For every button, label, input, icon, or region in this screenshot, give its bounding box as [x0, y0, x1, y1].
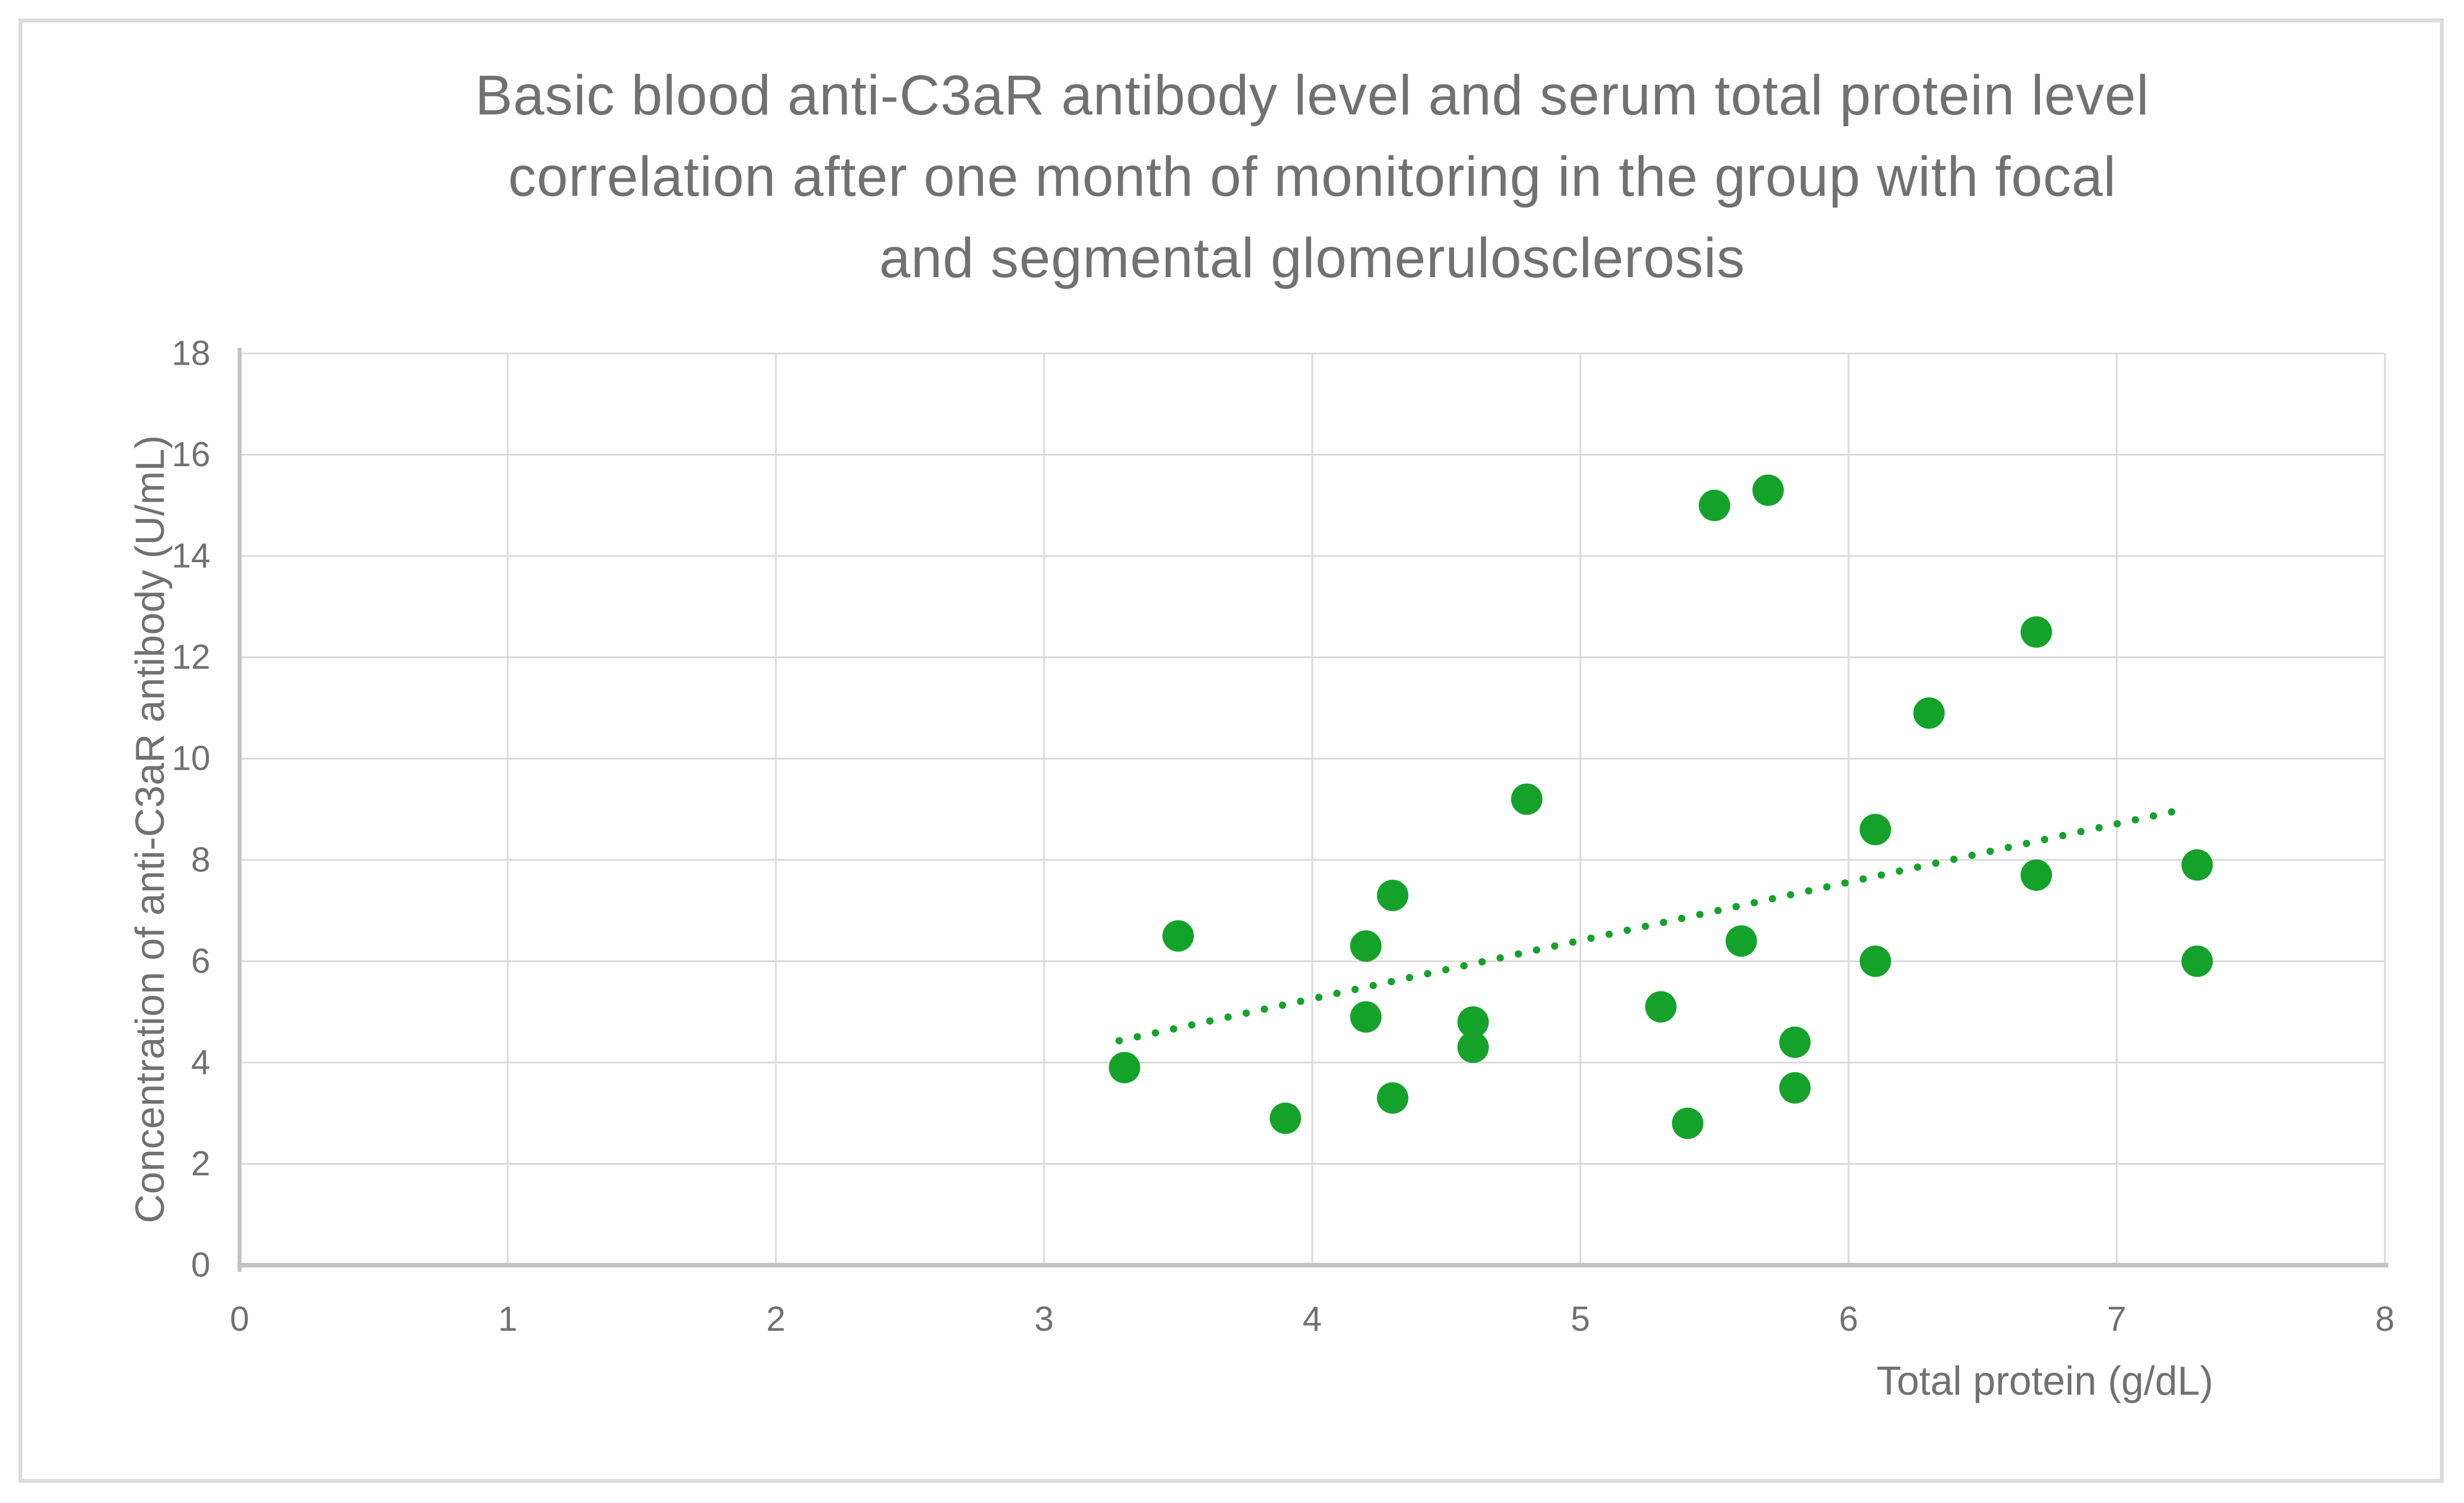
y-tick-label: 2	[191, 1145, 210, 1183]
x-tick-label: 8	[2375, 1300, 2394, 1339]
data-point	[1859, 813, 1891, 845]
chart-title: Basic blood anti-C3aR antibody level and…	[240, 55, 2385, 299]
data-point	[1645, 991, 1677, 1023]
chart-title-line-2: correlation after one month of monitorin…	[508, 145, 2117, 208]
x-axis-title: Total protein (g/dL)	[1876, 1359, 2214, 1404]
data-point	[1859, 945, 1891, 977]
data-point	[2181, 945, 2213, 977]
data-point	[1779, 1026, 1811, 1058]
data-point	[1779, 1072, 1811, 1104]
x-tick-label: 3	[1035, 1300, 1054, 1339]
x-tick-label: 0	[230, 1300, 249, 1339]
data-point	[1699, 489, 1730, 521]
chart-title-line-1: Basic blood anti-C3aR antibody level and…	[475, 64, 2150, 127]
data-point	[1377, 1082, 1409, 1114]
data-point	[1511, 783, 1543, 815]
data-point	[1109, 1051, 1141, 1083]
x-tick-label: 7	[2107, 1300, 2126, 1339]
y-tick-label: 18	[172, 334, 210, 373]
y-tick-label: 14	[172, 537, 210, 576]
data-point	[1350, 930, 1382, 962]
data-point	[1162, 920, 1194, 952]
data-point	[1672, 1107, 1704, 1139]
y-tick-label: 4	[191, 1043, 210, 1082]
data-point	[1350, 1001, 1382, 1033]
data-point	[1457, 1031, 1489, 1063]
x-tick-label: 2	[766, 1300, 785, 1339]
trendline	[1115, 806, 2187, 1045]
data-point	[1270, 1102, 1302, 1134]
chart-title-line-3: and segmental glomerulosclerosis	[879, 227, 1745, 289]
data-point	[1457, 1006, 1489, 1038]
y-tick-label: 6	[191, 942, 210, 981]
x-tick-label: 6	[1839, 1300, 1858, 1339]
data-point	[1913, 697, 1945, 729]
data-point	[1752, 474, 1784, 506]
data-point	[2181, 849, 2213, 881]
data-point	[1725, 925, 1757, 957]
y-tick-label: 0	[191, 1246, 210, 1285]
x-tick-label: 1	[498, 1300, 517, 1339]
data-point	[2020, 616, 2052, 648]
y-tick-label: 8	[191, 840, 210, 879]
y-tick-label: 10	[172, 739, 210, 778]
y-tick-label: 12	[172, 638, 210, 677]
x-tick-label: 4	[1303, 1300, 1322, 1339]
data-point	[1377, 879, 1409, 911]
data-point	[2020, 859, 2052, 891]
x-tick-label: 5	[1571, 1300, 1590, 1339]
y-tick-label: 16	[172, 435, 210, 474]
